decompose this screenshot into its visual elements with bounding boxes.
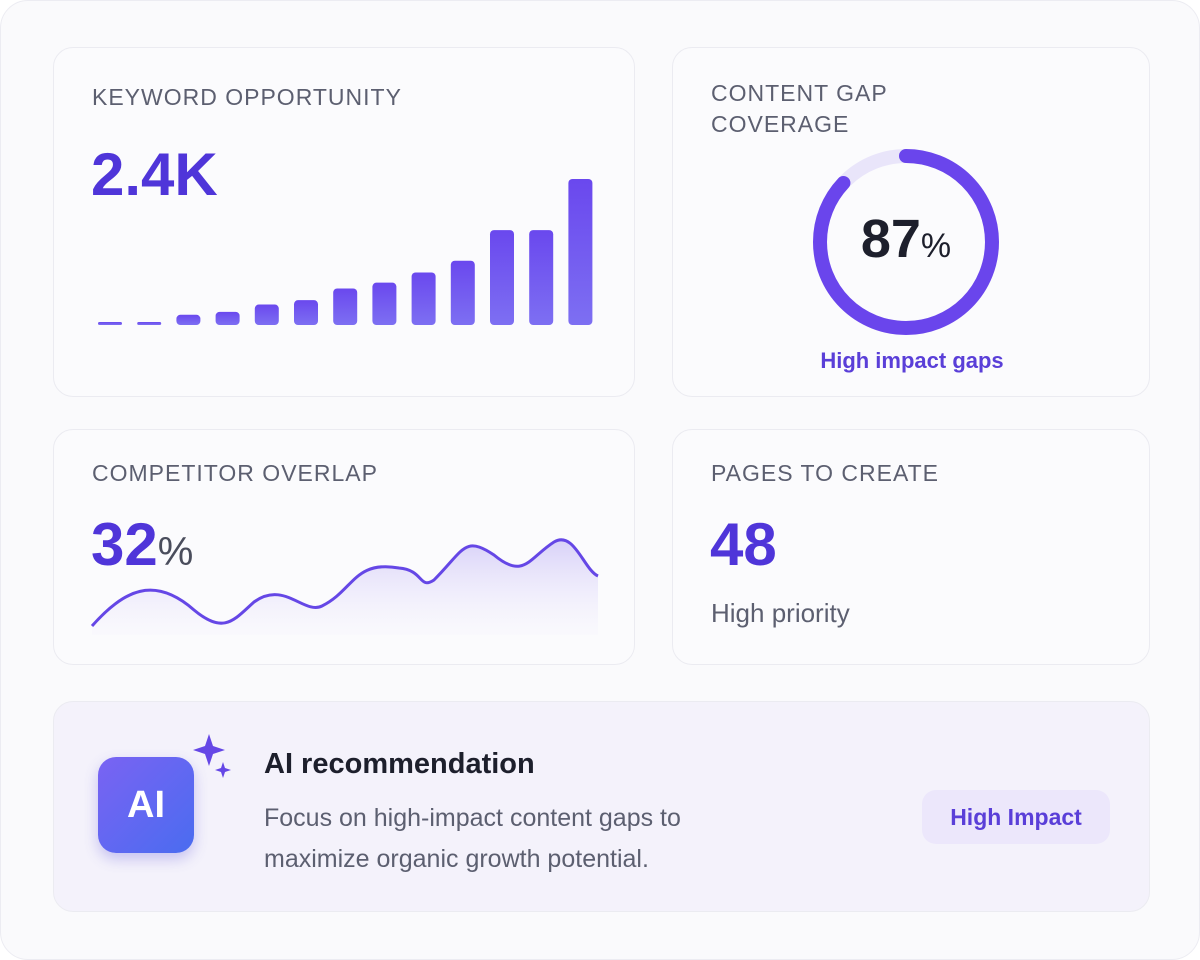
metric-value: 48 bbox=[710, 511, 777, 578]
donut-value: 87% bbox=[806, 208, 1006, 270]
wave-chart bbox=[90, 538, 599, 635]
badge[interactable]: High Impact bbox=[922, 790, 1110, 844]
overlap-card: COMPETITOR OVERLAP 32% bbox=[53, 429, 635, 665]
metric-value: 32% bbox=[91, 510, 193, 579]
unit: % bbox=[920, 227, 952, 265]
unit: % bbox=[157, 530, 194, 574]
content-gap-card: CONTENT GAP COVERAGE 87% High impact gap… bbox=[672, 47, 1150, 397]
sparkle bbox=[215, 762, 231, 778]
bar bbox=[294, 300, 318, 325]
card-label: CONTENT GAP COVERAGE bbox=[711, 80, 888, 137]
caption: High impact gaps bbox=[820, 348, 1004, 373]
card-label: KEYWORD OPPORTUNITY bbox=[92, 84, 402, 110]
sparkle bbox=[193, 734, 225, 766]
bar bbox=[411, 272, 436, 325]
recommendation-banner: AI AI recommendation Focus on high-impac… bbox=[53, 701, 1150, 912]
bar bbox=[490, 230, 514, 325]
donut-arc bbox=[813, 149, 999, 335]
donut-chart bbox=[813, 149, 999, 335]
metric-value: 2.4K bbox=[91, 141, 218, 208]
card-label: COMPETITOR OVERLAP bbox=[92, 460, 378, 486]
bar bbox=[568, 179, 593, 325]
ai-icon: AI bbox=[98, 757, 194, 853]
bar-chart bbox=[98, 179, 593, 325]
card-label: PAGES TO CREATE bbox=[711, 460, 940, 486]
bar bbox=[98, 322, 122, 325]
wave-line bbox=[90, 538, 599, 627]
keyword-card: KEYWORD OPPORTUNITY 2.4K bbox=[53, 47, 635, 397]
bar bbox=[372, 282, 397, 325]
pages-card: PAGES TO CREATE 48 High priority bbox=[672, 429, 1150, 665]
percent: 87 bbox=[860, 209, 921, 269]
bar bbox=[137, 322, 162, 325]
bar bbox=[215, 311, 240, 325]
bar bbox=[176, 314, 201, 325]
caption: High priority bbox=[711, 598, 850, 628]
bar bbox=[333, 288, 358, 325]
recommendation-title: AI recommendation bbox=[264, 748, 535, 780]
sparkles bbox=[193, 734, 231, 778]
wave-area bbox=[92, 539, 598, 635]
bar bbox=[450, 260, 475, 325]
percent: 32 bbox=[91, 511, 158, 578]
bar bbox=[254, 304, 279, 325]
bar bbox=[529, 230, 554, 325]
recommendation-text: Focus on high-impact content gaps to max… bbox=[264, 804, 681, 873]
